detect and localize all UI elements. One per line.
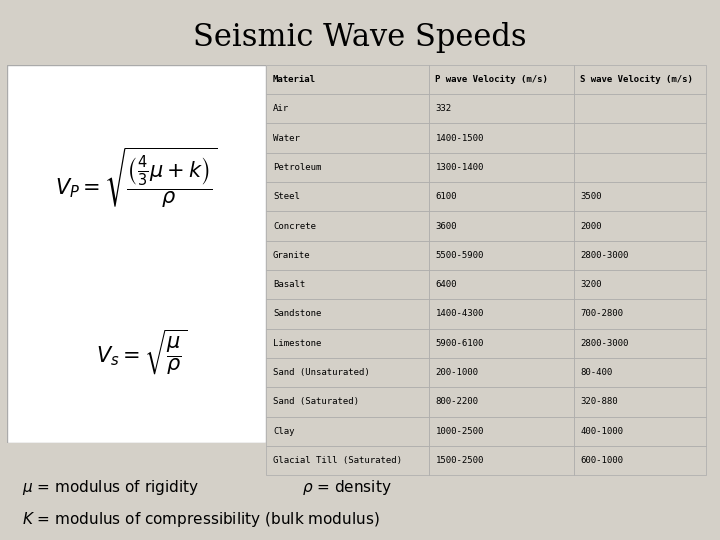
Bar: [574, 182, 706, 211]
Text: Concrete: Concrete: [273, 221, 316, 231]
Bar: [574, 270, 706, 299]
Bar: [574, 211, 706, 241]
Bar: [266, 270, 429, 299]
Text: 6100: 6100: [436, 192, 457, 201]
Text: Steel: Steel: [273, 192, 300, 201]
Text: 200-1000: 200-1000: [436, 368, 479, 377]
Bar: [266, 358, 429, 387]
Bar: [574, 241, 706, 270]
Bar: [574, 94, 706, 124]
Text: 1500-2500: 1500-2500: [436, 456, 484, 465]
Bar: [266, 241, 429, 270]
Bar: [266, 153, 429, 182]
Text: $\rho$ = density: $\rho$ = density: [302, 478, 392, 497]
Text: Granite: Granite: [273, 251, 310, 260]
Bar: [429, 387, 574, 416]
Bar: [266, 182, 429, 211]
FancyBboxPatch shape: [7, 65, 266, 443]
Text: 5500-5900: 5500-5900: [436, 251, 484, 260]
Text: 2800-3000: 2800-3000: [580, 339, 629, 348]
Bar: [574, 65, 706, 94]
Bar: [429, 270, 574, 299]
Bar: [574, 358, 706, 387]
Text: Clay: Clay: [273, 427, 294, 436]
Text: Seismic Wave Speeds: Seismic Wave Speeds: [193, 22, 527, 52]
Bar: [266, 329, 429, 358]
Bar: [266, 124, 429, 153]
Bar: [574, 416, 706, 446]
Bar: [429, 124, 574, 153]
Text: 1400-1500: 1400-1500: [436, 133, 484, 143]
Text: 3600: 3600: [436, 221, 457, 231]
Text: 3200: 3200: [580, 280, 602, 289]
Bar: [429, 358, 574, 387]
Text: 800-2200: 800-2200: [436, 397, 479, 407]
Bar: [266, 211, 429, 241]
Text: 3500: 3500: [580, 192, 602, 201]
Bar: [574, 387, 706, 416]
Text: 5900-6100: 5900-6100: [436, 339, 484, 348]
Bar: [266, 416, 429, 446]
Text: 2000: 2000: [580, 221, 602, 231]
Text: Basalt: Basalt: [273, 280, 305, 289]
Text: 332: 332: [436, 104, 451, 113]
Text: 6400: 6400: [436, 280, 457, 289]
Text: 700-2800: 700-2800: [580, 309, 624, 319]
Bar: [266, 387, 429, 416]
Bar: [574, 299, 706, 329]
Text: Sand (Saturated): Sand (Saturated): [273, 397, 359, 407]
Bar: [429, 182, 574, 211]
Text: $V_s = \sqrt{\dfrac{\mu}{\rho}}$: $V_s = \sqrt{\dfrac{\mu}{\rho}}$: [96, 327, 188, 377]
Text: S wave Velocity (m/s): S wave Velocity (m/s): [580, 75, 693, 84]
Text: 1400-4300: 1400-4300: [436, 309, 484, 319]
Bar: [429, 153, 574, 182]
Bar: [429, 94, 574, 124]
Bar: [429, 329, 574, 358]
Bar: [574, 446, 706, 475]
Text: $\mu$ = modulus of rigidity: $\mu$ = modulus of rigidity: [22, 478, 199, 497]
Text: $K$ = modulus of compressibility (bulk modulus): $K$ = modulus of compressibility (bulk m…: [22, 510, 379, 529]
Text: 1300-1400: 1300-1400: [436, 163, 484, 172]
Bar: [429, 299, 574, 329]
Bar: [574, 124, 706, 153]
Bar: [429, 241, 574, 270]
Text: Air: Air: [273, 104, 289, 113]
Text: 600-1000: 600-1000: [580, 456, 624, 465]
Bar: [574, 153, 706, 182]
Bar: [429, 211, 574, 241]
Bar: [429, 65, 574, 94]
Text: $V_P = \sqrt{\dfrac{\left(\frac{4}{3}\mu + k\right)}{\rho}}$: $V_P = \sqrt{\dfrac{\left(\frac{4}{3}\mu…: [55, 146, 218, 211]
Bar: [429, 446, 574, 475]
Bar: [266, 94, 429, 124]
Text: Petroleum: Petroleum: [273, 163, 321, 172]
Text: 2800-3000: 2800-3000: [580, 251, 629, 260]
Bar: [429, 416, 574, 446]
Bar: [266, 446, 429, 475]
Text: Water: Water: [273, 133, 300, 143]
Text: Sand (Unsaturated): Sand (Unsaturated): [273, 368, 370, 377]
Text: 400-1000: 400-1000: [580, 427, 624, 436]
Text: 320-880: 320-880: [580, 397, 618, 407]
Text: 80-400: 80-400: [580, 368, 613, 377]
Bar: [266, 299, 429, 329]
Text: P wave Velocity (m/s): P wave Velocity (m/s): [436, 75, 549, 84]
Bar: [266, 65, 429, 94]
Text: 1000-2500: 1000-2500: [436, 427, 484, 436]
Text: Sandstone: Sandstone: [273, 309, 321, 319]
Text: Material: Material: [273, 75, 316, 84]
Text: Glacial Till (Saturated): Glacial Till (Saturated): [273, 456, 402, 465]
Bar: [574, 329, 706, 358]
Text: Limestone: Limestone: [273, 339, 321, 348]
